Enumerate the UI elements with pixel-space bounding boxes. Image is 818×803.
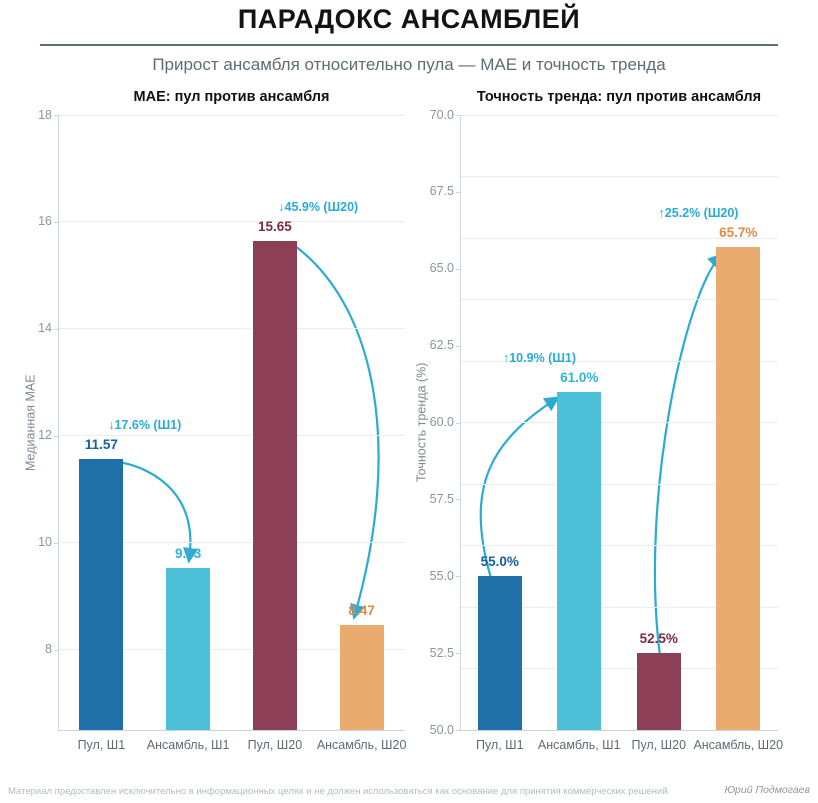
bar: [166, 567, 211, 730]
y-tick-label: 14: [38, 321, 52, 336]
y-tick-label: 70.0: [429, 107, 454, 122]
improvement-arrow: [653, 253, 724, 655]
x-tick-label: Ансамбль, Ш20: [693, 738, 784, 752]
improvement-arrow: [479, 396, 560, 578]
x-tick-label: Ансамбль, Ш20: [316, 738, 407, 752]
gridline: [58, 435, 405, 437]
y-tick-mark: [54, 328, 58, 330]
bar: [636, 653, 681, 730]
gridline: [58, 649, 405, 651]
y-tick-label: 67.5: [429, 184, 454, 199]
annotation-label: ↑25.2% (Ш20): [658, 206, 739, 221]
y-tick-label: 52.5: [429, 645, 454, 660]
annotation-label: ↓45.9% (Ш20): [278, 199, 359, 214]
gridline: [58, 114, 405, 116]
y-tick-mark: [456, 191, 460, 193]
gridline: [460, 176, 778, 177]
y-tick-mark: [54, 115, 58, 116]
gridline: [58, 221, 405, 223]
x-tick-label: Ансамбль, Ш1: [537, 738, 621, 752]
chart-title-trend: Точность тренда: пул против ансамбля: [476, 89, 762, 105]
bar: [339, 624, 384, 730]
x-tick-label: Ансамбль, Ш1: [146, 738, 230, 752]
y-tick-mark: [54, 542, 58, 544]
annotation-label: ↑10.9% (Ш1): [502, 350, 576, 365]
bar: [252, 240, 297, 730]
improvement-arrow: [118, 460, 199, 564]
y-tick-mark: [456, 422, 460, 424]
bar-value-label: 61.0%: [560, 369, 599, 385]
gridline: [460, 237, 778, 239]
bar-value-label: 8.47: [348, 602, 375, 618]
y-tick-label: 18: [38, 107, 52, 122]
y-tick-label: 62.5: [429, 338, 454, 353]
y-tick-mark: [456, 268, 460, 270]
x-tick-label: Пул, Ш20: [631, 738, 687, 752]
gridline: [460, 299, 778, 300]
annotation-label: ↓17.6% (Ш1): [108, 417, 182, 432]
improvement-arrow: [291, 242, 380, 620]
y-tick-label: 50.0: [429, 722, 454, 737]
y-tick-label: 55.0: [429, 568, 454, 583]
y-tick-label: 12: [38, 428, 52, 443]
x-axis-line: [58, 730, 405, 731]
gridline: [460, 360, 778, 362]
gridline: [460, 422, 778, 423]
y-tick-mark: [456, 345, 460, 347]
x-axis-line: [460, 730, 778, 731]
y-tick-mark: [456, 576, 460, 578]
gridline: [460, 545, 778, 546]
title-divider: [40, 44, 778, 46]
gridline: [460, 483, 778, 485]
bar-value-label: 9.53: [174, 545, 202, 561]
y-axis-line: [58, 115, 59, 730]
y-tick-mark: [54, 649, 58, 651]
gridline: [58, 542, 405, 544]
y-tick-mark: [54, 221, 58, 223]
x-tick-label: Пул, Ш20: [247, 738, 303, 752]
gridline: [460, 606, 778, 608]
bar: [557, 391, 602, 730]
y-tick-label: 16: [38, 214, 52, 229]
x-tick-label: Пул, Ш1: [77, 738, 126, 752]
y-tick-label: 65.0: [429, 261, 454, 276]
y-tick-mark: [456, 730, 460, 731]
bar-value-label: 15.65: [257, 218, 292, 234]
y-axis-line: [460, 115, 461, 730]
y-tick-mark: [54, 435, 58, 437]
bar-value-label: 11.57: [84, 436, 118, 452]
page-subtitle: Прирост ансамбля относительно пула — MAE…: [152, 55, 666, 74]
x-tick-label: Пул, Ш1: [475, 738, 524, 752]
footer-disclaimer: Материал предоставлен исключительно в ин…: [8, 786, 671, 797]
y-tick-mark: [456, 499, 460, 501]
footer-author: Юрий Подмогаев: [724, 784, 810, 796]
gridline: [460, 114, 778, 116]
bar: [79, 458, 124, 730]
bar-value-label: 52.5%: [639, 631, 678, 647]
gridline: [460, 668, 778, 669]
bar: [477, 576, 522, 730]
y-tick-label: 57.5: [429, 491, 454, 506]
y-tick-label: 8: [45, 642, 52, 657]
page-title: ПАРАДОКС АНСАМБЛЕЙ: [237, 4, 581, 34]
y-tick-mark: [456, 653, 460, 655]
gridline: [58, 328, 405, 330]
chart-title-mae: MAE: пул против ансамбля: [133, 89, 330, 105]
y-tick-label: 60.0: [429, 415, 454, 429]
y-tick-mark: [456, 115, 460, 116]
bar-value-label: 65.7%: [719, 225, 758, 241]
y-axis-label-mae: Медианная MAE: [23, 374, 38, 471]
bar: [716, 247, 761, 730]
y-tick-label: 10: [38, 535, 52, 550]
bar-value-label: 55.0%: [480, 554, 519, 570]
